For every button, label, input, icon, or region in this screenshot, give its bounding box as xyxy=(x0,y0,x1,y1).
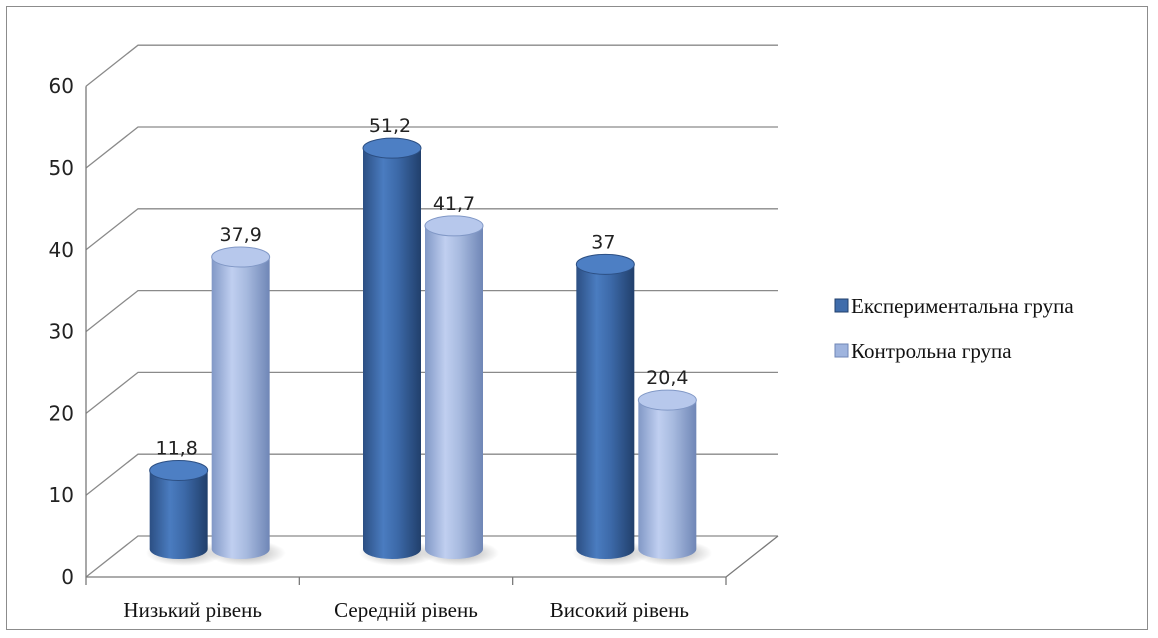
bar-body xyxy=(149,470,208,559)
bar xyxy=(359,137,437,566)
x-tick-label: Середній рівень xyxy=(334,598,478,622)
bar-top xyxy=(637,389,697,411)
legend-label: Контрольна група xyxy=(851,339,1012,363)
bar-body xyxy=(363,148,421,559)
bar-top xyxy=(424,215,484,237)
axes xyxy=(85,86,779,585)
data-label: 11,8 xyxy=(156,437,198,459)
bar-body xyxy=(576,264,635,559)
y-tick-label: 0 xyxy=(61,565,74,589)
gridline xyxy=(85,126,778,169)
bar xyxy=(634,389,713,566)
gridline xyxy=(85,208,778,251)
y-tick-label: 50 xyxy=(49,156,74,180)
bar xyxy=(207,246,286,566)
y-tick-label: 10 xyxy=(49,483,74,507)
x-tick-label: Низький рівень xyxy=(123,598,261,622)
gridline xyxy=(85,453,778,496)
legend-item: Експериментальна група xyxy=(834,294,1074,318)
bar xyxy=(421,215,499,566)
bar-top xyxy=(211,246,271,268)
data-label: 41,7 xyxy=(433,193,475,215)
bar-body xyxy=(211,256,270,559)
legend-label: Експериментальна група xyxy=(851,294,1074,318)
gridline xyxy=(85,371,778,414)
bar xyxy=(145,459,224,566)
bar-top xyxy=(149,459,209,481)
data-label: 20,4 xyxy=(646,367,688,389)
gridlines xyxy=(85,44,778,578)
y-tick-label: 40 xyxy=(49,238,74,262)
bars xyxy=(145,137,713,566)
bar-top xyxy=(362,137,422,159)
bar-top xyxy=(575,253,635,275)
labels: 0 10 20 30 40 50 60 Низький рівень Середній ріве… xyxy=(49,74,689,622)
legend: Експериментальна група Контрольна група xyxy=(834,294,1074,363)
bar-body xyxy=(425,225,483,560)
data-label: 37,9 xyxy=(220,224,262,246)
bar xyxy=(572,253,651,566)
legend-swatch xyxy=(834,343,849,358)
bar-body xyxy=(638,400,697,559)
data-label: 37 xyxy=(591,231,615,253)
gridline xyxy=(85,289,778,333)
y-tick-label: 60 xyxy=(49,74,74,98)
y-tick-label: 20 xyxy=(49,401,74,425)
y-tick-label: 30 xyxy=(49,320,74,344)
gridline xyxy=(85,44,778,87)
data-label: 51,2 xyxy=(369,115,411,137)
legend-item: Контрольна група xyxy=(834,339,1012,363)
x-tick-label: Високий рівень xyxy=(550,598,689,622)
legend-swatch xyxy=(834,298,849,313)
gridline xyxy=(85,535,778,578)
